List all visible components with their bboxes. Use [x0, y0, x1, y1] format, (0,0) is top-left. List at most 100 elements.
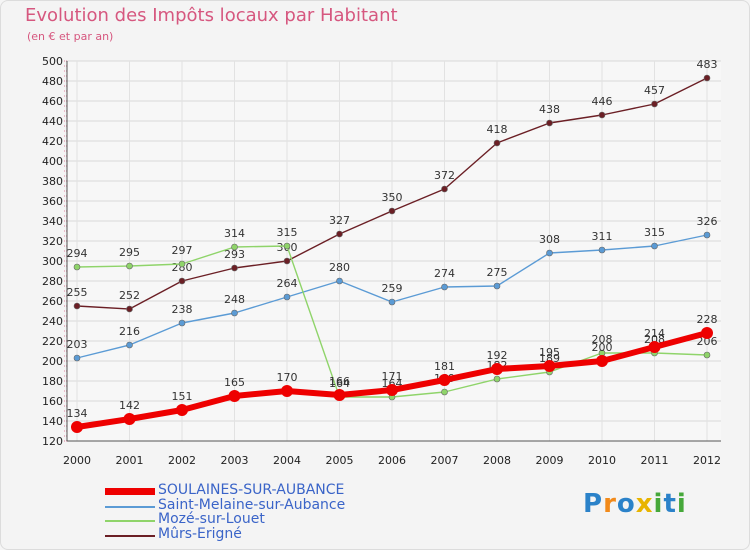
x-tick-label: 2003 [221, 454, 249, 467]
data-label: 295 [119, 246, 140, 259]
y-tick-label: 280 [42, 275, 63, 288]
logo-letter: i [653, 489, 664, 519]
data-label: 216 [119, 325, 140, 338]
y-tick-label: 160 [42, 395, 63, 408]
series-point [546, 249, 553, 257]
x-tick-label: 2006 [378, 454, 406, 467]
logo-letter: i [676, 489, 687, 519]
data-label: 314 [224, 227, 245, 240]
series-point [388, 207, 396, 215]
logo-letter: x [635, 489, 654, 519]
data-label: 293 [224, 248, 245, 261]
x-tick-label: 2004 [273, 454, 301, 467]
data-label: 327 [329, 214, 350, 227]
series-point [493, 139, 501, 147]
x-tick-label: 2007 [431, 454, 459, 467]
logo-letter: t [663, 489, 677, 519]
series-point [493, 282, 501, 290]
data-label: 438 [539, 103, 560, 116]
plot-area [67, 61, 721, 441]
y-tick-label: 500 [42, 55, 63, 68]
data-label: 208 [592, 333, 613, 346]
x-tick-label: 2008 [483, 454, 511, 467]
y-tick-label: 120 [42, 435, 63, 448]
series-point [703, 74, 711, 82]
series-point [336, 277, 343, 285]
y-tick-label: 480 [42, 75, 63, 88]
data-label: 308 [539, 233, 560, 246]
y-tick-label: 320 [42, 235, 63, 248]
series-point [651, 100, 658, 108]
data-label: 326 [697, 215, 718, 228]
data-label: 280 [329, 261, 350, 274]
data-label: 164 [329, 377, 350, 390]
data-label: 311 [592, 230, 613, 243]
data-label: 142 [119, 399, 140, 412]
legend-swatch [105, 505, 155, 508]
y-tick-label: 440 [42, 115, 63, 128]
legend-label: SOULAINES-SUR-AUBANCE [158, 482, 345, 498]
series-point [491, 363, 503, 375]
series-point [648, 341, 661, 353]
data-label: 264 [277, 277, 298, 290]
series-point [178, 260, 186, 268]
legend-label: Mozé-sur-Louet [158, 511, 265, 527]
data-label: 192 [487, 349, 508, 362]
data-label: 200 [592, 341, 613, 354]
data-label: 238 [172, 303, 193, 316]
series-point [71, 421, 83, 433]
legend-swatch [105, 488, 155, 495]
series-point [231, 264, 238, 272]
x-tick-label: 2009 [536, 454, 564, 467]
series-point [126, 341, 133, 349]
data-label: 483 [697, 58, 718, 71]
series-point [126, 305, 133, 313]
data-label: 372 [434, 169, 455, 182]
legend-label: Mûrs-Erigné [158, 525, 242, 542]
data-label: 248 [224, 293, 245, 306]
series-point [73, 354, 81, 362]
series-point [73, 302, 81, 310]
data-label: 181 [434, 360, 455, 373]
y-tick-label: 400 [42, 155, 63, 168]
series-point [281, 385, 293, 397]
data-label: 195 [539, 346, 560, 359]
data-label: 189 [539, 352, 560, 365]
data-label: 274 [434, 267, 455, 280]
series-point [333, 389, 346, 401]
proxiti-logo: Proxiti [583, 489, 687, 519]
data-label: 315 [277, 226, 298, 239]
data-label: 206 [697, 335, 718, 348]
data-label: 252 [119, 289, 140, 302]
data-label: 203 [67, 338, 88, 351]
series-point [283, 257, 291, 265]
legend-label: Saint-Melaine-sur-Aubance [158, 496, 346, 513]
data-label: 350 [382, 191, 403, 204]
series-point [598, 111, 606, 119]
data-label: 170 [277, 371, 298, 384]
series-point [441, 283, 448, 291]
data-label: 275 [487, 266, 508, 279]
series-point [123, 413, 136, 425]
series-point [438, 374, 451, 386]
x-tick-label: 2001 [116, 454, 144, 467]
series-point [283, 293, 291, 301]
series-point [546, 119, 553, 127]
y-tick-label: 200 [42, 355, 63, 368]
legend-swatch [105, 534, 155, 537]
series-point [703, 351, 711, 359]
data-label: 255 [67, 286, 88, 299]
x-tick-label: 2000 [63, 454, 91, 467]
legend-swatch [105, 520, 155, 522]
data-label: 297 [172, 244, 193, 257]
data-label: 446 [592, 95, 613, 108]
series-point [231, 309, 238, 317]
series-point [336, 230, 343, 238]
series-point [228, 390, 241, 402]
series-point [386, 384, 398, 396]
data-label: 166 [329, 375, 350, 388]
x-tick-label: 2005 [326, 454, 354, 467]
series-point [283, 242, 291, 250]
series-point [231, 243, 238, 251]
